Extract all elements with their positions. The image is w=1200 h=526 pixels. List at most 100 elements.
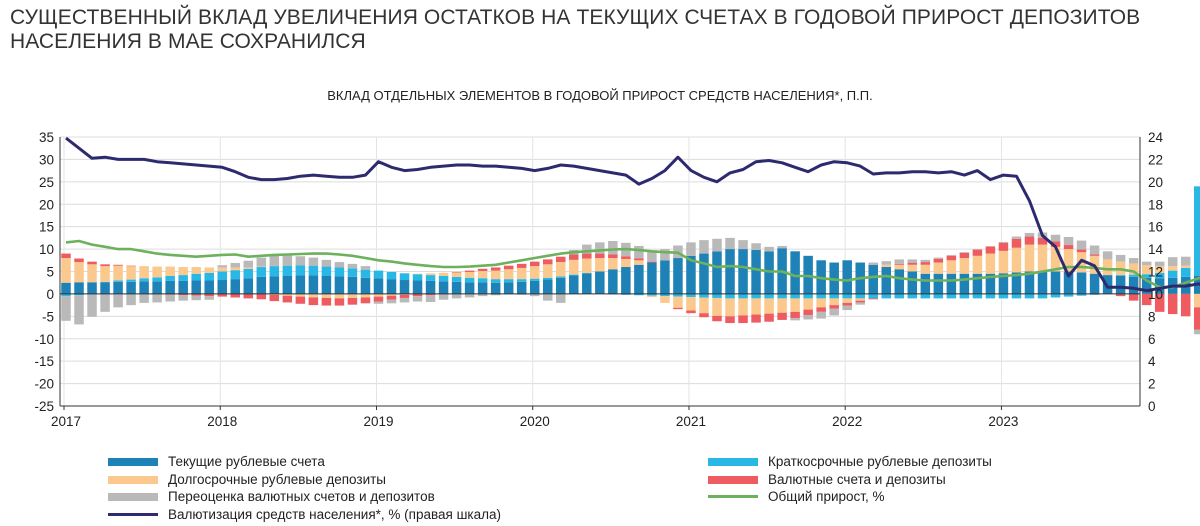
bar-fx: [178, 293, 188, 296]
y-tick-label: 15: [39, 220, 54, 235]
bar-long: [842, 298, 852, 303]
bar-long: [256, 266, 267, 268]
bar-long: [933, 262, 944, 274]
bar-current: [1076, 272, 1087, 294]
bar-current: [556, 277, 566, 294]
bar-short: [438, 275, 449, 282]
bar-reval: [634, 245, 644, 259]
bar-reval: [855, 302, 865, 305]
bar-reval: [790, 318, 800, 321]
bar-fx: [399, 294, 410, 298]
bar-fx: [777, 312, 787, 320]
bar-long: [790, 298, 800, 312]
bar-long: [1128, 263, 1139, 275]
bar-reval: [595, 242, 605, 254]
y-tick-label: -20: [34, 377, 54, 392]
bar-fx: [451, 271, 462, 273]
bar-short: [178, 275, 188, 281]
bar-long: [152, 266, 162, 278]
bar-fx: [1037, 237, 1048, 245]
bar-long: [920, 264, 931, 274]
bar-fx: [269, 294, 280, 302]
bar-current: [1141, 277, 1152, 294]
bar-long: [373, 293, 384, 297]
bar-long: [191, 267, 201, 274]
bar-fx: [751, 314, 761, 323]
bar-short: [490, 279, 501, 283]
bar-current: [178, 280, 188, 294]
bar-fx: [738, 315, 748, 324]
bar-current: [1050, 271, 1061, 294]
bar-short: [204, 272, 214, 281]
bar-fx: [803, 309, 813, 315]
bar-current: [217, 280, 227, 294]
bar-current: [295, 275, 306, 294]
bar-reval: [87, 294, 97, 317]
bar-short: [673, 293, 683, 297]
bar-fx: [516, 263, 527, 268]
bar-short: [61, 293, 71, 297]
bar-long: [777, 298, 787, 313]
bar-current: [152, 281, 162, 294]
bar-short: [529, 278, 540, 281]
bar-reval: [1115, 254, 1126, 262]
bar-reval: [1154, 261, 1165, 267]
bar-current: [634, 264, 644, 294]
y2-tick-label: 12: [1148, 265, 1163, 280]
bar-short: [842, 293, 852, 299]
bar-reval: [582, 244, 592, 254]
bar-reval: [933, 257, 944, 259]
bar-long: [751, 298, 761, 315]
bar-long: [165, 266, 175, 276]
bar-current: [881, 267, 892, 294]
bar-short: [126, 279, 136, 282]
bar-current: [738, 249, 748, 294]
bar-fx: [1024, 236, 1035, 245]
bar-fx: [647, 261, 657, 263]
x-tick-label: 2020: [520, 414, 550, 429]
bar-short: [113, 280, 123, 282]
bar-fx: [321, 297, 332, 306]
bar-long: [113, 265, 123, 281]
y-tick-label: 25: [39, 175, 54, 190]
bar-long: [204, 267, 214, 273]
bar-current: [126, 281, 136, 294]
bar-fx: [1063, 245, 1074, 250]
bar-current: [1089, 273, 1100, 294]
bar-long: [894, 264, 905, 270]
bar-current: [412, 280, 423, 294]
bar-current: [751, 249, 761, 294]
bar-current: [686, 255, 696, 294]
bar-short: [542, 277, 553, 280]
bar-short: [425, 275, 436, 281]
bar-fx: [634, 258, 644, 261]
bar-reval: [764, 246, 774, 252]
bar-reval: [464, 293, 475, 298]
bar-fx: [1141, 293, 1152, 306]
bar-long: [582, 258, 592, 273]
bar-reval: [1050, 234, 1061, 242]
bar-short: [477, 278, 488, 283]
bar-current: [582, 273, 592, 294]
bar-current: [204, 280, 214, 294]
bar-current: [1115, 275, 1126, 294]
bar-long: [477, 271, 488, 279]
bar-reval: [165, 294, 175, 302]
bar-long: [503, 269, 514, 280]
bar-short: [321, 266, 332, 276]
y2-tick-label: 4: [1148, 354, 1156, 369]
legend-label-short: Краткосрочные рублевые депозиты: [768, 454, 992, 469]
bar-fx: [490, 267, 501, 271]
bar-current: [933, 273, 944, 294]
bar-current: [191, 280, 201, 294]
y-tick-label: 30: [39, 152, 54, 167]
x-tick-label: 2022: [832, 414, 862, 429]
line-dollarization: [65, 136, 1200, 293]
bar-current: [660, 260, 670, 294]
bar-short: [256, 267, 267, 277]
bar-fx: [673, 307, 683, 310]
bar-reval: [920, 259, 931, 263]
bar-current: [425, 280, 436, 294]
bar-short: [686, 293, 696, 298]
x-tick-label: 2019: [363, 414, 393, 429]
